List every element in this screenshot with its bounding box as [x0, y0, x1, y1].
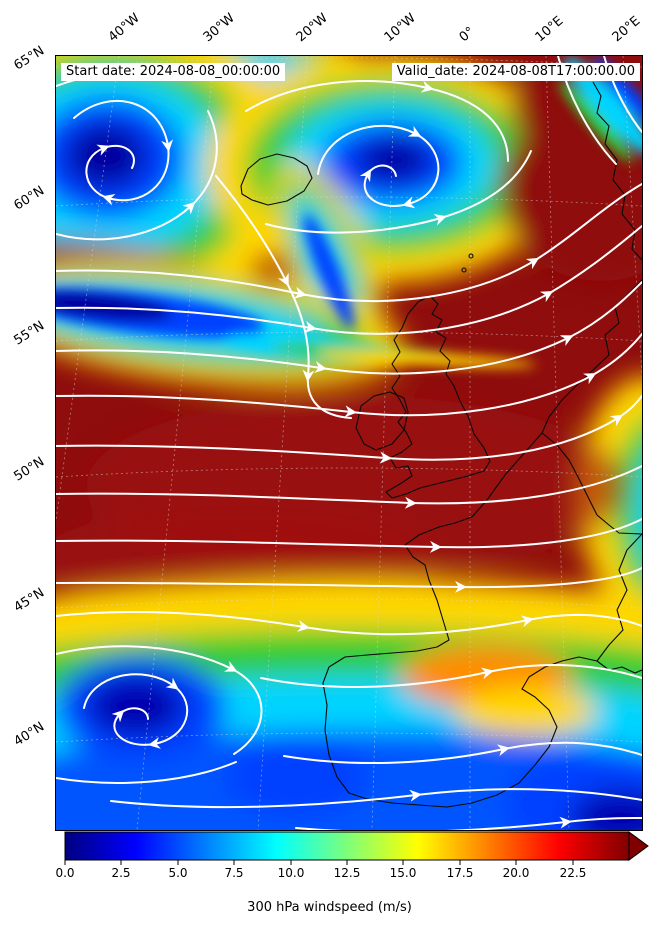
start-date-label: Start date: 2024-08-08_00:00:00	[61, 63, 286, 81]
colorbar-extend-arrow	[628, 831, 649, 861]
lon-tick-40w: 40°W	[105, 10, 143, 46]
map-plot: Start date: 2024-08-08_00:00:00 Valid_da…	[55, 55, 643, 831]
cbar-tick-5: 5.0	[168, 866, 188, 880]
cbar-tick-17-5: 17.5	[446, 866, 474, 880]
windspeed-map	[56, 56, 642, 830]
colorbar	[64, 831, 649, 865]
lat-tick-40n: 40°N	[11, 719, 48, 750]
cbar-tick-12-5: 12.5	[333, 866, 361, 880]
lon-tick-20e: 20°E	[609, 13, 644, 46]
lat-tick-65n: 65°N	[11, 43, 48, 74]
cbar-tick-20: 20.0	[502, 866, 530, 880]
lon-tick-10e: 10°E	[532, 13, 567, 46]
lon-tick-0: 0°	[456, 24, 478, 46]
cbar-tick-22-5: 22.5	[559, 866, 587, 880]
colorbar-tickmarks	[64, 860, 574, 865]
cbar-tick-2-5: 2.5	[111, 866, 131, 880]
cbar-tick-10: 10.0	[277, 866, 305, 880]
valid-date-label: Valid_date: 2024-08-08T17:00:00.00	[391, 63, 640, 81]
cbar-tick-0: 0.0	[55, 866, 75, 880]
colorbar-title: 300 hPa windspeed (m/s)	[247, 900, 412, 915]
colorbar-gradient	[64, 831, 630, 861]
cbar-tick-15: 15.0	[389, 866, 417, 880]
lat-tick-45n: 45°N	[11, 585, 48, 616]
streamlines	[56, 56, 642, 830]
lon-tick-10w: 10°W	[381, 10, 419, 46]
lon-tick-20w: 20°W	[293, 10, 331, 46]
lon-tick-30w: 30°W	[200, 10, 238, 46]
lat-tick-60n: 60°N	[11, 183, 48, 214]
lat-tick-55n: 55°N	[11, 318, 48, 349]
lat-tick-50n: 50°N	[11, 454, 48, 485]
cbar-tick-7-5: 7.5	[224, 866, 244, 880]
